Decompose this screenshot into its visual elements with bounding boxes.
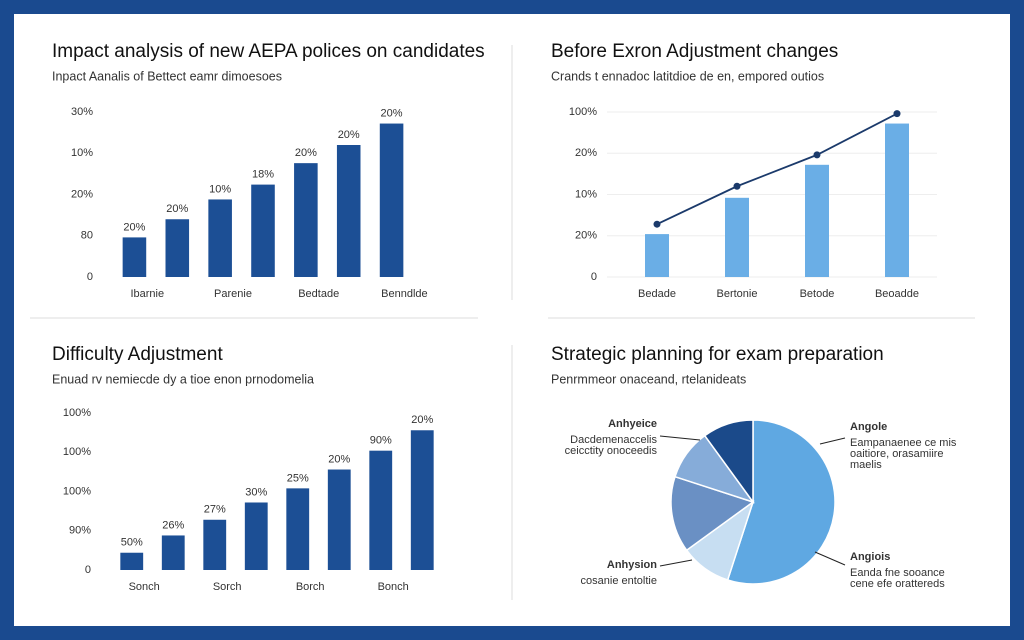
bar: [161, 535, 185, 570]
annotation-text: cene efe orattereds: [850, 578, 945, 590]
bar: [120, 552, 144, 570]
x-tick-label: Bedtade: [298, 288, 339, 300]
bar: [203, 519, 227, 570]
bar-label: 20%: [338, 129, 360, 141]
x-tick-label: Betode: [800, 288, 835, 300]
chart-title: Strategic planning for exam preparation: [551, 344, 884, 365]
annotation-title: Anhysion: [607, 559, 657, 571]
bar-label: 30%: [245, 486, 267, 498]
y-tick-label: 90%: [69, 525, 91, 537]
x-tick-label: Bertonie: [717, 288, 758, 300]
bar-label: 20%: [328, 453, 350, 465]
x-tick-label: Sorch: [213, 581, 242, 593]
bar: [208, 199, 232, 277]
leader-line: [659, 435, 701, 441]
y-tick-label: 100%: [569, 106, 597, 118]
bar-label: 20%: [381, 107, 403, 119]
bar-label: 90%: [370, 435, 392, 447]
leader-line: [814, 551, 846, 566]
y-tick-label: 80: [81, 230, 93, 242]
bar-label: 20%: [295, 147, 317, 159]
point: [813, 151, 821, 159]
bar: [251, 184, 275, 277]
point: [653, 220, 661, 228]
y-tick-label: 20%: [71, 188, 93, 200]
x-tick-label: Bonch: [378, 581, 409, 593]
annotation-text: cosanie entoltie: [581, 575, 657, 587]
bar-label: 20%: [166, 203, 188, 215]
annotation-text: Eanda fne sooance: [850, 567, 945, 579]
bar-label: 27%: [204, 504, 226, 516]
y-tick-label: 20%: [575, 230, 597, 242]
x-tick-label: Bedade: [638, 288, 676, 300]
pie-slice: [726, 419, 836, 585]
bar: [885, 123, 909, 277]
y-tick-label: 10%: [575, 188, 597, 200]
leader-line: [819, 437, 846, 445]
bar-label: 10%: [209, 183, 231, 195]
leader-line: [659, 559, 693, 567]
y-tick-label: 10%: [71, 147, 93, 159]
x-tick-label: Benndlde: [381, 288, 428, 300]
y-tick-label: 20%: [575, 147, 597, 159]
bar-label: 20%: [123, 221, 145, 233]
x-tick-label: Borch: [296, 581, 325, 593]
chart-subtitle: Crands t ennadoc latitdioe de en, empore…: [551, 69, 824, 83]
y-tick-label: 100%: [63, 485, 91, 497]
y-tick-label: 0: [87, 271, 93, 283]
y-tick-label: 0: [591, 271, 597, 283]
y-tick-label: 30%: [71, 106, 93, 118]
annotation-text: oaitiore, orasamiire: [850, 448, 944, 460]
bar-label: 18%: [252, 169, 274, 181]
annotation-title: Anhyeice: [608, 418, 657, 430]
bar: [336, 145, 361, 277]
bar: [379, 123, 404, 277]
bar: [294, 163, 318, 277]
annotation-text: ceicctity onoceedis: [565, 445, 658, 457]
line: [656, 112, 898, 226]
bar: [410, 430, 434, 570]
bar: [645, 234, 669, 277]
bar: [244, 502, 268, 570]
chart-subtitle: Enuad rv nemiecde dy a tioe enon prnodom…: [52, 372, 314, 386]
x-tick-label: Parenie: [214, 288, 252, 300]
bar-label: 25%: [287, 472, 309, 484]
chart-title: Difficulty Adjustment: [52, 344, 223, 365]
bar: [286, 488, 310, 570]
annotation-text: maelis: [850, 459, 882, 471]
bar: [165, 219, 190, 277]
bar-label: 50%: [121, 537, 143, 549]
y-tick-label: 0: [85, 564, 91, 576]
chart-subtitle: Penrmmeor onaceand, rtelanideats: [551, 372, 746, 386]
point: [733, 182, 741, 190]
bar: [369, 450, 393, 570]
chart-title: Before Exron Adjustment changes: [551, 41, 838, 62]
bar-label: 26%: [162, 519, 184, 531]
bar: [725, 197, 749, 277]
y-tick-label: 100%: [63, 407, 91, 419]
bar: [122, 237, 147, 277]
annotation-text: Eampanaenee ce mis: [850, 437, 957, 449]
annotation-text: Dacdemenaccelis: [570, 434, 657, 446]
x-tick-label: Sonch: [129, 581, 160, 593]
bar-label: 20%: [411, 414, 433, 426]
bar: [805, 164, 829, 277]
x-tick-label: Ibarnie: [130, 288, 164, 300]
x-tick-label: Beoadde: [875, 288, 919, 300]
annotation-title: Angole: [850, 421, 887, 433]
pie-slice: [670, 475, 755, 552]
y-tick-label: 100%: [63, 446, 91, 458]
pie-slice: [703, 419, 754, 505]
bar: [327, 469, 351, 570]
annotation-title: Angiois: [850, 551, 890, 563]
point: [893, 110, 901, 118]
chart-title: Impact analysis of new AEPA polices on c…: [52, 41, 485, 62]
chart-subtitle: Inpact Aanalis of Bettect eamr dimoesoes: [52, 69, 282, 83]
